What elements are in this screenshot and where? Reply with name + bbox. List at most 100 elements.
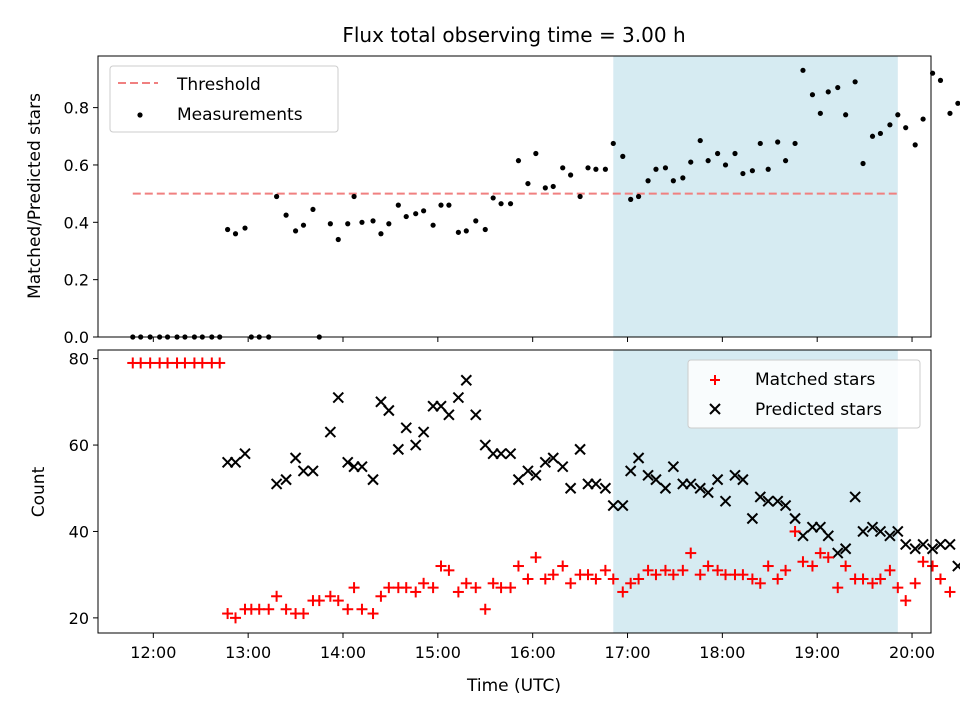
matched-star-point <box>367 608 379 620</box>
matched-star-point <box>280 603 292 615</box>
measurement-point <box>715 150 721 157</box>
predicted-star-point <box>443 409 455 421</box>
measurement-point <box>740 170 746 177</box>
measurement-point <box>757 140 763 147</box>
matched-star-point <box>565 577 577 589</box>
matched-star-point <box>505 582 517 594</box>
measurement-point <box>628 196 634 202</box>
predicted-star-point <box>729 469 741 482</box>
predicted-star-point <box>944 538 956 551</box>
matched-star-point <box>324 590 336 602</box>
matched-star-point <box>900 595 912 607</box>
matched-star-point <box>737 569 749 581</box>
matched-star-point <box>617 586 629 598</box>
matched-star-point <box>400 582 412 594</box>
matched-star-point <box>814 547 826 559</box>
top-axes-frame <box>97 55 932 338</box>
predicted-star-point <box>547 452 559 464</box>
matched-star-point <box>625 577 637 589</box>
measurement-point <box>225 226 231 233</box>
predicted-star-point <box>504 447 517 460</box>
legend-matched-swatch <box>710 375 720 385</box>
measurement-point <box>421 208 427 214</box>
predicted-star-point <box>849 491 861 503</box>
predicted-star-point <box>574 443 586 456</box>
top-y-ticks: 0.0 0.2 0.4 0.6 0.8 <box>64 99 98 347</box>
top-panel: 0.0 0.2 0.4 0.6 0.8 Flux total observing tim… <box>25 23 960 347</box>
measurement-point <box>620 153 626 159</box>
measurement-point <box>327 221 333 227</box>
matched-star-point <box>196 357 208 369</box>
predicted-star-point <box>909 543 921 555</box>
matched-star-point <box>867 577 879 589</box>
predicted-star-point <box>632 452 645 464</box>
predicted-star-point <box>866 521 879 533</box>
bottom-y-tick-label: 20 <box>69 609 89 628</box>
predicted-star-point <box>307 465 319 477</box>
matched-star-point <box>934 573 946 585</box>
matched-star-point <box>780 564 792 576</box>
legend-predicted-label: Predicted stars <box>755 400 882 420</box>
matched-star-point <box>642 564 654 576</box>
matched-star-point <box>495 582 507 594</box>
top-y-tick-label: 0.2 <box>64 271 89 290</box>
measurement-point <box>345 221 351 227</box>
measurement-point <box>792 140 798 147</box>
matched-star-point <box>557 560 569 572</box>
top-y-axis-label: Matched/Predicted stars <box>25 93 45 299</box>
predicted-star-point <box>737 473 749 486</box>
bottom-x-tick-label: 19:00 <box>794 643 840 662</box>
top-y-tick-label: 0.4 <box>64 213 89 232</box>
matched-star-point <box>797 556 809 568</box>
bottom-x-axis-label: Time (UTC) <box>466 676 561 696</box>
measurement-point <box>351 193 357 200</box>
matched-star-point <box>884 564 896 576</box>
measurement-point <box>403 213 409 220</box>
matched-star-point <box>375 590 387 602</box>
predicted-star-point <box>557 460 569 473</box>
matched-star-point <box>599 564 611 576</box>
measurement-point <box>525 180 531 187</box>
predicted-star-point <box>495 447 507 460</box>
predicted-star-point <box>822 530 834 542</box>
measurement-point <box>843 112 849 118</box>
matched-star-point <box>162 357 174 369</box>
matched-star-point <box>479 603 491 615</box>
bottom-y-tick-label: 60 <box>69 436 89 455</box>
predicted-star-point <box>754 491 766 503</box>
bottom-x-tick-label: 14:00 <box>320 643 366 662</box>
measurement-point <box>722 162 729 168</box>
matched-star-point <box>342 603 354 615</box>
measurement-point <box>645 178 651 184</box>
bottom-x-tick-label: 13:00 <box>225 643 271 662</box>
top-y-tick-label: 0.0 <box>64 328 89 347</box>
predicted-star-point <box>410 439 422 451</box>
predicted-star-point <box>599 482 612 494</box>
top-shaded-span <box>613 56 898 337</box>
measurement-point <box>635 193 642 200</box>
predicted-star-point <box>719 495 732 507</box>
matched-star-point <box>694 569 706 581</box>
bottom-y-axis-label: Count <box>29 466 49 517</box>
predicted-star-point <box>324 426 337 438</box>
predicted-star-point <box>392 443 405 456</box>
matched-star-point <box>522 573 534 585</box>
measurement-point <box>817 110 823 116</box>
matched-star-point <box>607 573 619 585</box>
matched-star-point <box>135 357 147 369</box>
predicted-star-point <box>667 460 680 473</box>
predicted-star-point <box>874 525 887 538</box>
measurement-point <box>662 165 669 171</box>
matched-star-point <box>435 560 447 572</box>
predicted-star-point <box>383 404 395 417</box>
measurement-point <box>473 218 479 224</box>
predicted-star-point <box>289 452 302 464</box>
matched-star-point <box>806 560 818 572</box>
predicted-star-point <box>367 473 379 486</box>
legend-predicted-swatch <box>709 403 721 415</box>
matched-star-point <box>144 357 156 369</box>
matched-star-point <box>313 595 325 607</box>
measurement-point <box>877 130 884 137</box>
measurement-point <box>610 140 616 147</box>
